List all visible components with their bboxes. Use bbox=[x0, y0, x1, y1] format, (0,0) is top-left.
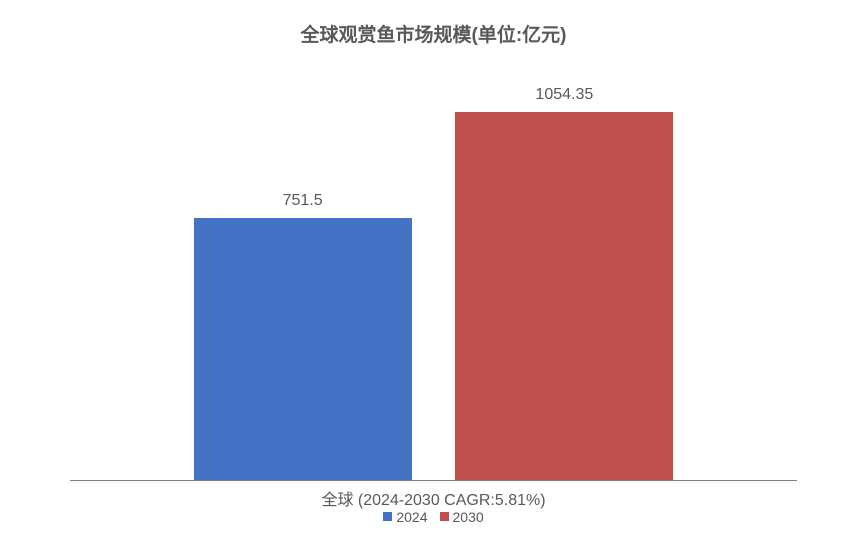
legend-item-2030: 2030 bbox=[440, 509, 484, 525]
legend-label-2030: 2030 bbox=[453, 509, 484, 525]
x-axis-label: 全球 (2024-2030 CAGR:5.81%) bbox=[0, 486, 867, 510]
chart-title: 全球观赏鱼市场规模(单位:亿元) bbox=[0, 20, 867, 47]
legend: 2024 2030 bbox=[0, 508, 867, 525]
legend-label-2024: 2024 bbox=[396, 509, 427, 525]
bar-label-2030: 1054.35 bbox=[455, 86, 673, 104]
legend-swatch-2030 bbox=[440, 512, 449, 521]
bar-2024: 751.5 bbox=[194, 218, 412, 480]
chart-container: 全球观赏鱼市场规模(单位:亿元) 751.51054.35 全球 (2024-2… bbox=[0, 0, 867, 557]
bar-2030: 1054.35 bbox=[455, 112, 673, 480]
legend-item-2024: 2024 bbox=[383, 509, 427, 525]
bar-label-2024: 751.5 bbox=[194, 192, 412, 210]
legend-swatch-2024 bbox=[383, 512, 392, 521]
plot-area: 751.51054.35 bbox=[70, 75, 797, 481]
